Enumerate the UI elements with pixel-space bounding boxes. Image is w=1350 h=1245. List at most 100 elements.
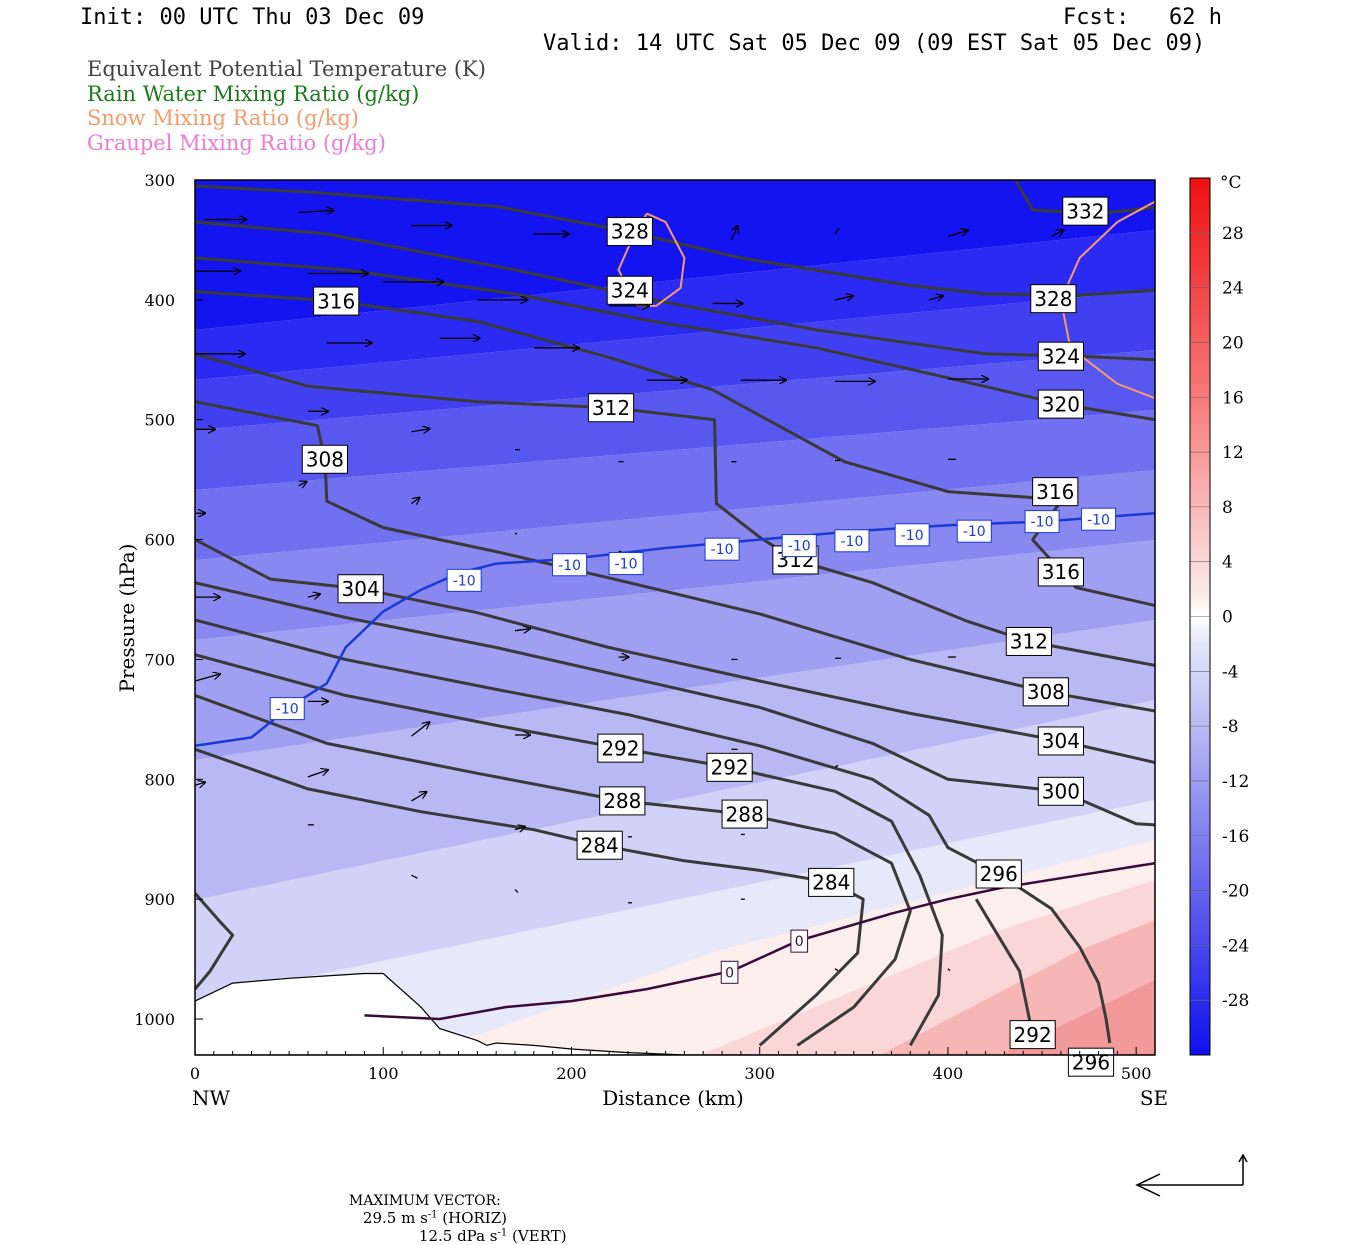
isotherm-minus10-label: -10 bbox=[608, 552, 644, 576]
colorbar-tick-label: 0 bbox=[1222, 608, 1233, 628]
theta-e-label-box bbox=[1037, 726, 1084, 756]
theta-e-label-text: 308 bbox=[1027, 680, 1065, 704]
theta-e-label-box bbox=[1005, 626, 1052, 656]
colorbar-unit: °C bbox=[1220, 173, 1242, 193]
wind-vector bbox=[834, 296, 853, 300]
wind-vector bbox=[834, 968, 839, 972]
y-axis-label: Pressure (hPa) bbox=[115, 544, 139, 693]
theta-e-label-box bbox=[337, 574, 384, 604]
theta-e-label: 324 bbox=[1037, 341, 1084, 371]
isotherm-minus10-label-box bbox=[956, 519, 992, 543]
theta-e-label-box bbox=[587, 393, 635, 423]
isotherm-minus10-label: -10 bbox=[1024, 510, 1060, 534]
theta-e-label-text: 312 bbox=[592, 396, 630, 420]
temperature-field bbox=[195, 180, 1155, 1055]
y-tick-label: 300 bbox=[144, 171, 175, 190]
isotherm-minus10-label-box bbox=[1024, 510, 1060, 534]
theta-e-label: 328 bbox=[1030, 284, 1077, 314]
theta-e-label-text: 288 bbox=[726, 802, 764, 826]
theta-e-label-box bbox=[576, 830, 623, 860]
isotherm-minus10-label-text: -10 bbox=[711, 542, 734, 558]
max-vector-horiz: 29.5 m s bbox=[362, 1209, 428, 1227]
colorbar-tick-label: -24 bbox=[1222, 936, 1249, 956]
theta-e-label-text: 296 bbox=[980, 862, 1018, 886]
x-tick-label: 200 bbox=[556, 1064, 587, 1083]
isotherm-minus10-label-box bbox=[834, 529, 870, 553]
isotherm-minus10-label-text: -10 bbox=[276, 702, 299, 718]
theta-e-label: 308 bbox=[1022, 677, 1069, 707]
isotherm-zero-label-box bbox=[720, 960, 739, 984]
temp-band-8 bbox=[195, 620, 1155, 900]
colorbar-tick-label: 20 bbox=[1222, 333, 1244, 353]
colorbar-tick-label: -4 bbox=[1222, 662, 1239, 682]
theta-e-284 bbox=[195, 747, 865, 1047]
theta-e-292 bbox=[195, 653, 944, 1047]
x-axis-nw: NW bbox=[192, 1086, 231, 1110]
isotherm-zero-label-text: 0 bbox=[795, 934, 804, 950]
isotherm-zero-label-text: 0 bbox=[725, 965, 734, 981]
isotherm-minus10-label: -10 bbox=[956, 519, 992, 543]
theta-e-label-box bbox=[597, 733, 644, 763]
theta-e-300 bbox=[195, 581, 1155, 827]
isotherm-minus10-label-text: -10 bbox=[1087, 512, 1110, 528]
y-tick-label: 700 bbox=[144, 650, 175, 669]
colorbar-tick-label: 12 bbox=[1222, 443, 1244, 463]
wind-vector bbox=[195, 674, 220, 682]
cross-section-chart: 3283243163123083043123323283243203163163… bbox=[115, 171, 1249, 1197]
theta-e-label-box bbox=[599, 786, 646, 816]
theta-e-label-text: 292 bbox=[1014, 1023, 1052, 1047]
isotherm-minus10-label-text: -10 bbox=[901, 528, 924, 544]
colorbar-tick-label: -12 bbox=[1222, 772, 1249, 792]
theta-e-low bbox=[195, 892, 235, 991]
temp-band-5 bbox=[195, 410, 1155, 560]
x-axis-label: Distance (km) bbox=[602, 1086, 744, 1110]
theta-e-label-box bbox=[1037, 389, 1084, 419]
isotherm-minus10-label-text: -10 bbox=[788, 539, 811, 555]
theta-e-label-box bbox=[1037, 557, 1084, 587]
theta-e-label-text: 316 bbox=[317, 289, 355, 313]
theta-e-label-text: 300 bbox=[1042, 780, 1080, 804]
isotherm-minus10-label-box bbox=[269, 697, 305, 721]
theta-e-label: 324 bbox=[606, 275, 653, 305]
colorbar-ticks: 28 24 20 16 12 8 4 0 -4 -8 -12 -16 -20 -24 -28 bbox=[1190, 224, 1249, 1011]
colorbar-tick-label: 24 bbox=[1222, 279, 1244, 299]
theta-e-label: 316 bbox=[1032, 477, 1079, 507]
wind-vector bbox=[298, 482, 307, 486]
theta-e-label: 304 bbox=[1037, 726, 1084, 756]
theta-e-label-text: 308 bbox=[306, 447, 344, 471]
theta-e-label-box bbox=[706, 752, 753, 782]
horiz-exponent: -1 bbox=[427, 1209, 438, 1221]
wind-vector bbox=[411, 429, 429, 432]
theta-e-label-box bbox=[1037, 341, 1084, 371]
theta-e-label-text: 316 bbox=[1036, 480, 1074, 504]
theta-e-label-text: 324 bbox=[611, 278, 649, 302]
theta-e-label-box bbox=[1067, 1047, 1115, 1077]
temp-band-1 bbox=[195, 180, 1155, 330]
theta-e-label-box bbox=[313, 286, 360, 316]
reference-vector-icon bbox=[1135, 1153, 1248, 1197]
theta-e-label-box bbox=[721, 799, 768, 829]
theta-e-316 bbox=[195, 290, 1155, 607]
isotherm-zero-label: 0 bbox=[720, 960, 739, 984]
theta-e-label: 292 bbox=[706, 752, 753, 782]
colorbar-tick-label: 28 bbox=[1222, 224, 1244, 244]
wind-vectors bbox=[195, 210, 1063, 972]
theta-e-label: 296 bbox=[975, 859, 1022, 889]
plot-frame bbox=[194, 179, 1156, 1056]
isotherm-minus10-label-box bbox=[781, 534, 817, 558]
theta-e-label: 284 bbox=[808, 867, 855, 897]
isotherm-minus10-label-box bbox=[446, 568, 482, 592]
theta-e-label-text: 316 bbox=[1042, 560, 1080, 584]
colorbar-tick-label: 16 bbox=[1222, 388, 1244, 408]
isotherm-minus10-label: -10 bbox=[1081, 507, 1117, 531]
temp-band-4 bbox=[195, 350, 1155, 490]
isotherm-minus10-label-text: -10 bbox=[963, 524, 986, 540]
theta-e-label-box bbox=[1062, 196, 1109, 226]
isotherm-zero-label: 0 bbox=[790, 929, 809, 953]
wind-vector bbox=[307, 594, 320, 597]
colorbar-tick-label: -20 bbox=[1222, 882, 1249, 902]
temp-band-3 bbox=[195, 290, 1155, 430]
theta-e-label: 312 bbox=[1005, 626, 1052, 656]
x-tick-label: 400 bbox=[933, 1064, 964, 1083]
theta-e-312 bbox=[195, 352, 1155, 667]
